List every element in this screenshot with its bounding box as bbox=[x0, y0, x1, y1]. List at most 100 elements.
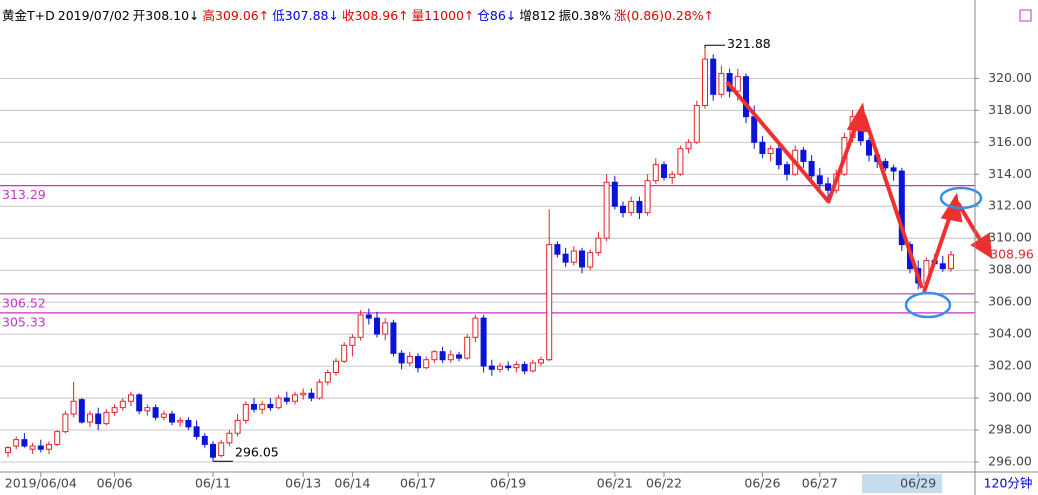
header-item: 涨(0.86)0.28%↑ bbox=[613, 8, 715, 23]
candle-body bbox=[898, 170, 905, 246]
candle-body bbox=[620, 205, 626, 214]
y-tick-label: 314.00 bbox=[988, 166, 1032, 181]
candle-body bbox=[866, 140, 872, 156]
candle-body bbox=[521, 363, 528, 372]
header-item: 2019/07/02 bbox=[57, 8, 130, 23]
x-tick-label: 06/21 bbox=[597, 476, 633, 491]
candle-body bbox=[456, 354, 462, 359]
candle-body bbox=[349, 336, 356, 346]
candle-body bbox=[546, 244, 553, 361]
y-tick-label: 298.00 bbox=[988, 422, 1032, 437]
candle-body bbox=[562, 253, 569, 263]
candle-body bbox=[103, 411, 110, 425]
arrow-head bbox=[970, 232, 993, 259]
candle-body bbox=[513, 363, 520, 369]
candle-body bbox=[390, 322, 397, 354]
candle-body bbox=[78, 399, 85, 423]
candle-body bbox=[800, 149, 807, 162]
candle-body bbox=[169, 413, 175, 423]
candle-body bbox=[21, 439, 28, 447]
candle-body bbox=[611, 181, 618, 207]
candle-body bbox=[95, 413, 102, 425]
arrow bbox=[922, 209, 954, 293]
header-item: 仓86↓ bbox=[477, 8, 517, 23]
header-item: 开308.10↓ bbox=[132, 8, 200, 23]
candle-body bbox=[767, 148, 774, 154]
candle-body bbox=[882, 160, 889, 169]
candle-body bbox=[480, 317, 487, 367]
x-tick-label: 2019/06/04 bbox=[5, 476, 77, 491]
candle-body bbox=[13, 439, 20, 447]
header-item: 低307.88↓ bbox=[272, 8, 339, 23]
candle-body bbox=[201, 435, 208, 445]
candle-body bbox=[743, 76, 749, 118]
x-tick-label: 06/14 bbox=[334, 476, 370, 491]
candle-body bbox=[251, 403, 257, 410]
y-tick-label: 320.00 bbox=[988, 70, 1032, 85]
candle-body bbox=[46, 443, 52, 450]
candle-body bbox=[890, 167, 897, 172]
candle-body bbox=[398, 352, 405, 364]
x-tick-label: 06/11 bbox=[195, 476, 231, 491]
candle-body bbox=[447, 354, 454, 361]
candle-body bbox=[316, 381, 323, 399]
candle-body bbox=[292, 394, 298, 402]
candle-body bbox=[808, 160, 815, 177]
candle-body bbox=[554, 244, 561, 255]
candle-body bbox=[816, 175, 823, 185]
header-item: 量11000↑ bbox=[411, 8, 475, 23]
candle-body bbox=[825, 183, 831, 191]
candle-body bbox=[751, 116, 758, 143]
highlight-ellipse bbox=[904, 291, 952, 319]
x-tick-label: 06/17 bbox=[400, 476, 436, 491]
y-tick-label: 310.00 bbox=[988, 230, 1032, 245]
arrow bbox=[956, 201, 984, 245]
candle-body bbox=[718, 73, 725, 95]
period-label: 120分钟 bbox=[984, 476, 1033, 491]
candle-body bbox=[374, 317, 380, 335]
candle-body bbox=[324, 371, 331, 383]
candle-body bbox=[300, 392, 307, 396]
x-tick-label: 06/13 bbox=[285, 476, 321, 491]
corner-box bbox=[1019, 9, 1032, 22]
arrow bbox=[862, 114, 924, 289]
candle-body bbox=[775, 148, 782, 166]
header-item: 黄金T+D bbox=[2, 8, 55, 23]
candle-body bbox=[119, 400, 126, 409]
candle-body bbox=[431, 351, 438, 361]
y-tick-label: 296.00 bbox=[988, 454, 1032, 469]
candle-body bbox=[267, 403, 274, 409]
x-tick-label: 06/06 bbox=[97, 476, 133, 491]
candle-body bbox=[784, 164, 790, 175]
candle-body bbox=[357, 314, 364, 338]
arrow bbox=[826, 119, 860, 204]
candle-body bbox=[669, 173, 676, 178]
candle-body bbox=[734, 76, 741, 92]
candle-body bbox=[439, 351, 446, 361]
candle-body bbox=[5, 447, 11, 453]
levels: 313.29 306.52 305.33 bbox=[0, 185, 975, 329]
candle-body bbox=[423, 359, 430, 369]
level-label: 313.29 bbox=[2, 187, 46, 202]
candle-body bbox=[341, 344, 348, 362]
x-tick-label: 06/27 bbox=[802, 476, 838, 491]
level-label: 306.52 bbox=[2, 295, 46, 310]
candle-body bbox=[128, 394, 134, 402]
y-tick-label: 302.00 bbox=[988, 358, 1032, 373]
candle-body bbox=[702, 58, 708, 107]
candle-body bbox=[54, 431, 61, 445]
y-tick-label: 316.00 bbox=[988, 134, 1032, 149]
candle-body bbox=[283, 397, 290, 402]
candle-body bbox=[505, 365, 512, 369]
candle-body bbox=[242, 403, 249, 421]
x-tick-label: 06/26 bbox=[744, 476, 780, 491]
candles: 321.88 296.05 bbox=[5, 36, 954, 462]
header-item: 收308.96↑ bbox=[341, 8, 409, 23]
header-item: 振0.38% bbox=[558, 8, 611, 23]
y-tick-label: 308.00 bbox=[988, 262, 1032, 277]
candle-body bbox=[415, 355, 421, 369]
candle-body bbox=[70, 400, 77, 415]
